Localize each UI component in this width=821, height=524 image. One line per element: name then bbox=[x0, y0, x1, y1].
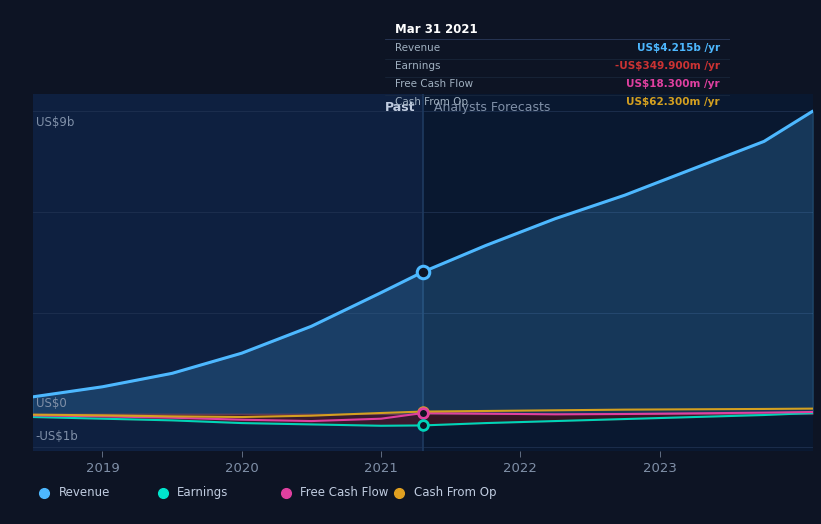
Text: US$9b: US$9b bbox=[35, 116, 74, 129]
Text: Free Cash Flow: Free Cash Flow bbox=[300, 486, 389, 499]
Text: Mar 31 2021: Mar 31 2021 bbox=[396, 23, 478, 36]
Text: US$62.300m /yr: US$62.300m /yr bbox=[626, 97, 720, 107]
Text: Earnings: Earnings bbox=[177, 486, 229, 499]
Text: Cash From Op: Cash From Op bbox=[414, 486, 496, 499]
Text: -US$349.900m /yr: -US$349.900m /yr bbox=[615, 61, 720, 71]
Text: Earnings: Earnings bbox=[396, 61, 441, 71]
Text: US$0: US$0 bbox=[35, 397, 67, 410]
Text: Cash From Op: Cash From Op bbox=[396, 97, 468, 107]
Text: Free Cash Flow: Free Cash Flow bbox=[396, 79, 474, 89]
Text: -US$1b: -US$1b bbox=[35, 430, 78, 443]
Text: Analysts Forecasts: Analysts Forecasts bbox=[434, 101, 550, 114]
Text: Past: Past bbox=[385, 101, 416, 114]
Text: Revenue: Revenue bbox=[59, 486, 111, 499]
Bar bbox=[423, 94, 813, 451]
Bar bbox=[33, 94, 423, 451]
Text: US$18.300m /yr: US$18.300m /yr bbox=[626, 79, 720, 89]
Text: US$4.215b /yr: US$4.215b /yr bbox=[636, 43, 720, 53]
Text: Revenue: Revenue bbox=[396, 43, 441, 53]
